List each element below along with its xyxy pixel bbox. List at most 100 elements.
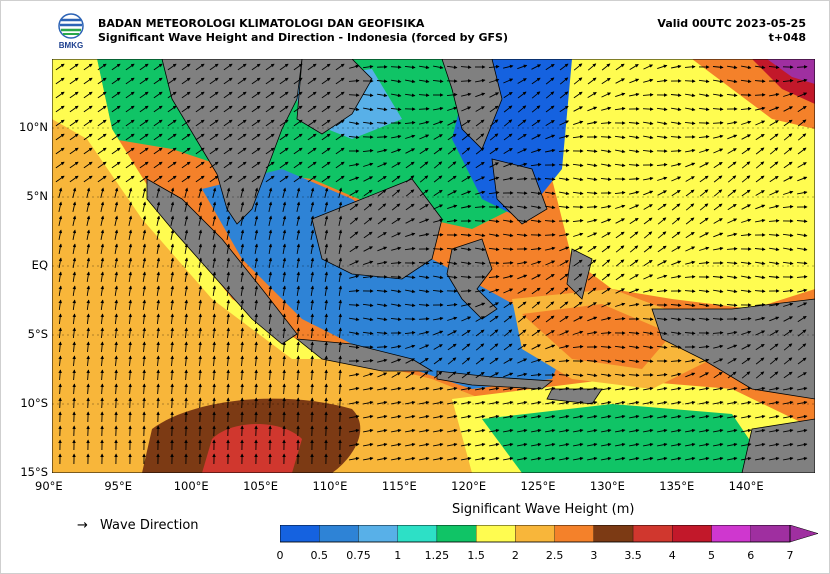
wave-arrow [348, 303, 360, 307]
wave-arrow [335, 119, 345, 127]
wave-arrow [615, 259, 625, 267]
wave-arrow [153, 119, 163, 127]
wave-arrow [195, 91, 205, 99]
wave-arrow [698, 79, 710, 84]
wave-arrow [503, 133, 513, 141]
wave-arrow [587, 232, 598, 238]
wave-arrow [156, 229, 161, 240]
wave-arrow [198, 397, 202, 409]
wave-arrow [265, 63, 275, 71]
wave-arrow [433, 189, 443, 197]
wave-arrow [184, 201, 189, 212]
wave-arrow [433, 275, 444, 280]
wave-arrow [338, 271, 343, 282]
wave-arrow [615, 231, 625, 239]
wave-arrow [195, 133, 205, 141]
wave-arrow [310, 215, 315, 226]
wave-arrow [324, 187, 329, 199]
wave-arrow [321, 119, 331, 127]
lon-tick-label: 95°E [104, 479, 133, 493]
wave-arrow [251, 147, 261, 155]
wave-arrow [657, 203, 667, 211]
wave-arrow [727, 203, 737, 211]
wave-arrow [310, 187, 315, 199]
wave-arrow [530, 219, 542, 224]
wave-arrow [489, 176, 500, 182]
wave-arrow [769, 161, 779, 169]
wave-arrow [755, 133, 765, 141]
wave-arrow [310, 257, 315, 268]
wave-arrow [223, 119, 233, 127]
wave-arrow [601, 218, 612, 224]
wave-arrow [684, 65, 696, 69]
wave-arrow [100, 229, 105, 240]
wave-arrow [376, 148, 388, 153]
wave-arrow [769, 247, 780, 252]
wave-arrow [502, 274, 514, 279]
wave-arrow [545, 77, 555, 85]
wave-arrow [741, 120, 752, 125]
wave-arrow [391, 189, 401, 197]
wave-arrow [377, 189, 387, 197]
colorbar-tick-label: 4 [668, 549, 676, 562]
wave-arrow [198, 215, 203, 226]
wave-arrow [531, 77, 541, 85]
wave-arrow [167, 91, 177, 99]
wave-arrow [265, 133, 275, 141]
wave-arrow [170, 257, 175, 268]
wave-arrow [432, 233, 444, 237]
svg-text:BMKG: BMKG [59, 41, 83, 50]
lon-tick-label: 90°E [35, 479, 63, 493]
wave-arrow [307, 147, 317, 155]
wave-arrow [125, 63, 135, 71]
wave-arrow [377, 203, 387, 211]
wave-arrow [296, 229, 301, 240]
wave-arrow [321, 63, 331, 71]
wave-arrow [377, 217, 387, 225]
colorbar-tick-label: 5 [708, 549, 716, 562]
lon-tick-label: 130°E [589, 479, 625, 493]
wave-arrow [142, 201, 147, 212]
wave-arrow [670, 162, 682, 167]
wave-arrow [268, 285, 273, 296]
wave-arrow [587, 120, 598, 125]
wave-arrow [461, 147, 471, 155]
wave-arrow [321, 77, 331, 85]
wave-arrow [615, 92, 626, 98]
wave-arrow [783, 176, 793, 182]
wave-arrow [685, 176, 695, 182]
wave-arrow [601, 232, 611, 238]
wave-arrow [615, 218, 625, 224]
wave-arrow [447, 190, 457, 196]
map-title: Significant Wave Height and Direction - … [98, 31, 509, 44]
wave-arrow [642, 93, 654, 97]
wave-arrow [741, 65, 752, 70]
wave-arrow [544, 233, 556, 237]
wave-arrow [349, 203, 359, 211]
wave-arrow [503, 288, 514, 294]
wave-arrow [348, 79, 360, 83]
wave-arrow [782, 78, 794, 83]
wave-arrow [461, 106, 472, 112]
wave-arrow [363, 217, 373, 225]
wave-arrow [310, 201, 315, 212]
wave-arrow [769, 120, 779, 126]
wave-arrow [418, 120, 430, 125]
colorbar-cell [593, 525, 634, 543]
wave-arrow [755, 190, 765, 196]
wave-arrow [377, 93, 388, 98]
wave-arrow [503, 233, 514, 238]
wave-arrow [531, 148, 542, 154]
wave-arrow [86, 201, 91, 212]
wave-arrow [629, 64, 639, 70]
wave-arrow [307, 77, 317, 85]
wave-arrow [614, 163, 626, 168]
wave-arrow [86, 187, 91, 199]
wave-arrow [184, 257, 189, 268]
wave-arrow [338, 285, 343, 296]
wave-arrow [279, 119, 289, 127]
wave-arrow [573, 232, 584, 237]
wave-arrow [572, 191, 584, 196]
wave-arrow [713, 93, 724, 98]
wave-arrow [699, 217, 709, 225]
